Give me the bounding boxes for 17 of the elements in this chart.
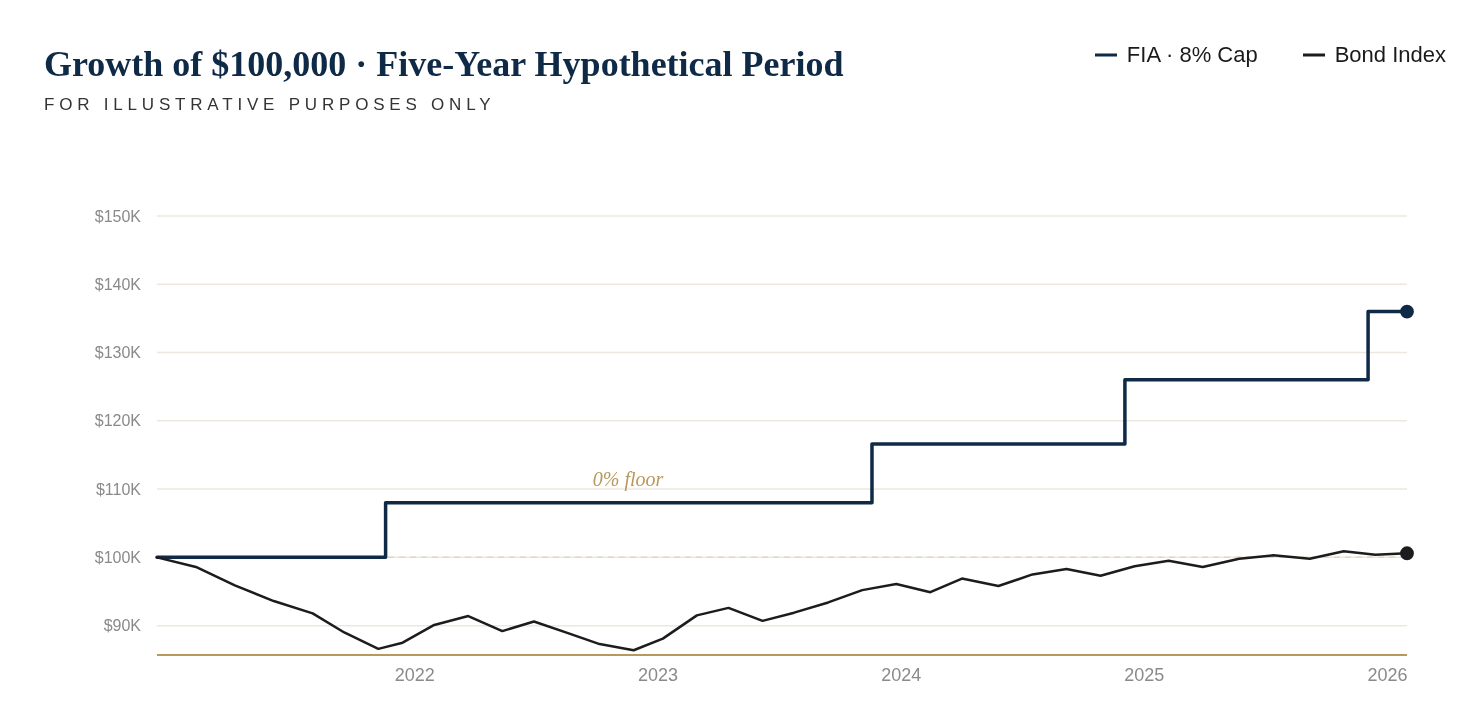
y-tick-label: $130K (94, 344, 142, 362)
chart-title: Growth of $100,000 · Five-Year Hypothetical Period (44, 44, 844, 84)
y-tick-label: $140K (94, 275, 142, 293)
legend-label: FIA · 8% Cap (1126, 42, 1258, 68)
y-tick-label: $120K (94, 412, 142, 430)
x-tick-label: 2025 (1124, 665, 1165, 685)
y-tick-label: $90K (103, 617, 142, 635)
y-tick-label: $110K (95, 480, 142, 498)
legend-label: Bond Index (1334, 42, 1446, 68)
x-tick-label: 2026 (1367, 665, 1408, 685)
y-tick-label: $100K (94, 548, 142, 566)
annotation: 0% floor (592, 468, 664, 491)
chart-subtitle: FOR ILLUSTRATIVE PURPOSES ONLY (44, 95, 496, 114)
x-tick-label: 2024 (881, 665, 922, 685)
x-tick-label: 2023 (637, 665, 678, 685)
x-tick-label: 2022 (394, 665, 435, 685)
y-tick-label: $150K (94, 207, 142, 225)
